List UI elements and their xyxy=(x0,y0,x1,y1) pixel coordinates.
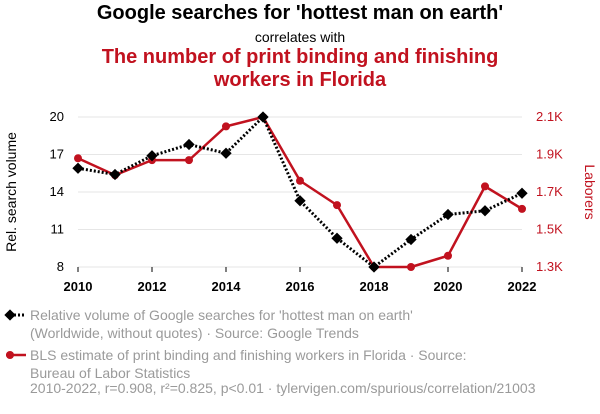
y-tick-label-right: 2.1K xyxy=(536,109,563,124)
x-tick-label: 2020 xyxy=(434,279,463,294)
legend-label-searches-line2: (Worldwide, without quotes) · Source: Go… xyxy=(30,325,359,341)
y-tick-label-right: 1.9K xyxy=(536,147,563,162)
y-tick-label-right: 1.3K xyxy=(536,259,563,274)
data-point-laborers xyxy=(333,201,341,210)
x-tick-label: 2014 xyxy=(212,279,242,294)
data-point-laborers xyxy=(481,182,489,191)
y-tick-label-left: 8 xyxy=(57,259,64,274)
legend-label-laborers-line2: Bureau of Labor Statistics xyxy=(30,365,191,381)
data-point-laborers xyxy=(296,176,304,185)
chart-subtitle: The number of print binding and finishin… xyxy=(101,46,499,91)
chart-connector: correlates with xyxy=(254,29,346,45)
data-point-laborers xyxy=(407,263,415,271)
x-tick-label: 2022 xyxy=(508,279,537,294)
legend-symbol-laborers xyxy=(6,351,26,359)
legend-symbol-searches xyxy=(4,309,26,321)
data-point-searches xyxy=(442,208,454,221)
data-point-searches xyxy=(479,205,491,217)
x-tick-label: 2012 xyxy=(138,279,167,294)
chart-title: Google searches for 'hottest man on eart… xyxy=(96,2,504,24)
x-tick-label: 2018 xyxy=(360,279,389,294)
x-tick-label: 2010 xyxy=(64,279,93,294)
y-tick-label-left: 20 xyxy=(50,109,64,124)
data-point-searches xyxy=(109,168,121,181)
data-point-laborers xyxy=(74,154,82,163)
y-tick-label-right: 1.5K xyxy=(536,222,563,237)
data-point-searches xyxy=(516,187,528,199)
data-point-searches xyxy=(183,138,195,151)
data-point-searches xyxy=(405,233,417,246)
y-axis-title-left: Rel. search volume xyxy=(3,132,19,252)
data-point-searches xyxy=(72,162,84,174)
y-axis-title-right: Laborers xyxy=(582,164,598,219)
data-point-laborers xyxy=(185,156,193,165)
data-point-laborers xyxy=(444,251,452,260)
data-point-laborers xyxy=(222,122,230,131)
chart-footer: 2010-2022, r=0.908, r²=0.825, p<0.01 · t… xyxy=(30,380,536,396)
legend-label-searches-line1: Relative volume of Google searches for '… xyxy=(30,307,413,323)
y-tick-label-left: 17 xyxy=(50,147,64,162)
data-point-laborers xyxy=(518,204,526,213)
y-tick-label-left: 11 xyxy=(51,222,65,237)
y-tick-label-right: 1.7K xyxy=(536,184,563,199)
y-tick-label-left: 14 xyxy=(50,184,64,199)
legend-label-laborers-line1: BLS estimate of print binding and finish… xyxy=(30,347,467,363)
x-tick-label: 2016 xyxy=(286,279,315,294)
